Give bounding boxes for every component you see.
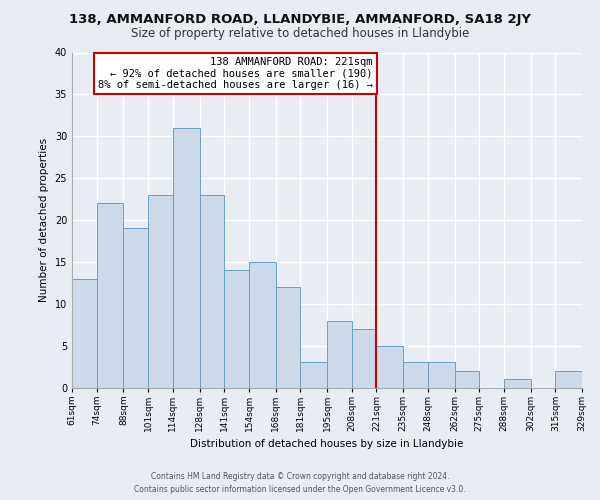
Bar [403, 362, 428, 388]
Bar [173, 128, 200, 388]
Bar [556, 371, 582, 388]
Bar [301, 362, 327, 388]
Bar [275, 287, 301, 388]
Bar [72, 278, 97, 388]
Y-axis label: Number of detached properties: Number of detached properties [39, 138, 49, 302]
X-axis label: Distribution of detached houses by size in Llandybie: Distribution of detached houses by size … [190, 439, 464, 449]
Bar [224, 270, 249, 388]
Text: 138, AMMANFORD ROAD, LLANDYBIE, AMMANFORD, SA18 2JY: 138, AMMANFORD ROAD, LLANDYBIE, AMMANFOR… [69, 12, 531, 26]
Text: Contains HM Land Registry data © Crown copyright and database right 2024.
Contai: Contains HM Land Registry data © Crown c… [134, 472, 466, 494]
Bar [124, 228, 148, 388]
Bar [504, 379, 530, 388]
Bar [455, 371, 479, 388]
Bar [199, 195, 224, 388]
Bar [97, 203, 124, 388]
Bar [428, 362, 455, 388]
Bar [327, 320, 352, 388]
Bar [376, 346, 403, 388]
Bar [148, 195, 173, 388]
Text: 138 AMMANFORD ROAD: 221sqm
← 92% of detached houses are smaller (190)
8% of semi: 138 AMMANFORD ROAD: 221sqm ← 92% of deta… [98, 56, 373, 90]
Bar [352, 329, 376, 388]
Text: Size of property relative to detached houses in Llandybie: Size of property relative to detached ho… [131, 28, 469, 40]
Bar [249, 262, 275, 388]
